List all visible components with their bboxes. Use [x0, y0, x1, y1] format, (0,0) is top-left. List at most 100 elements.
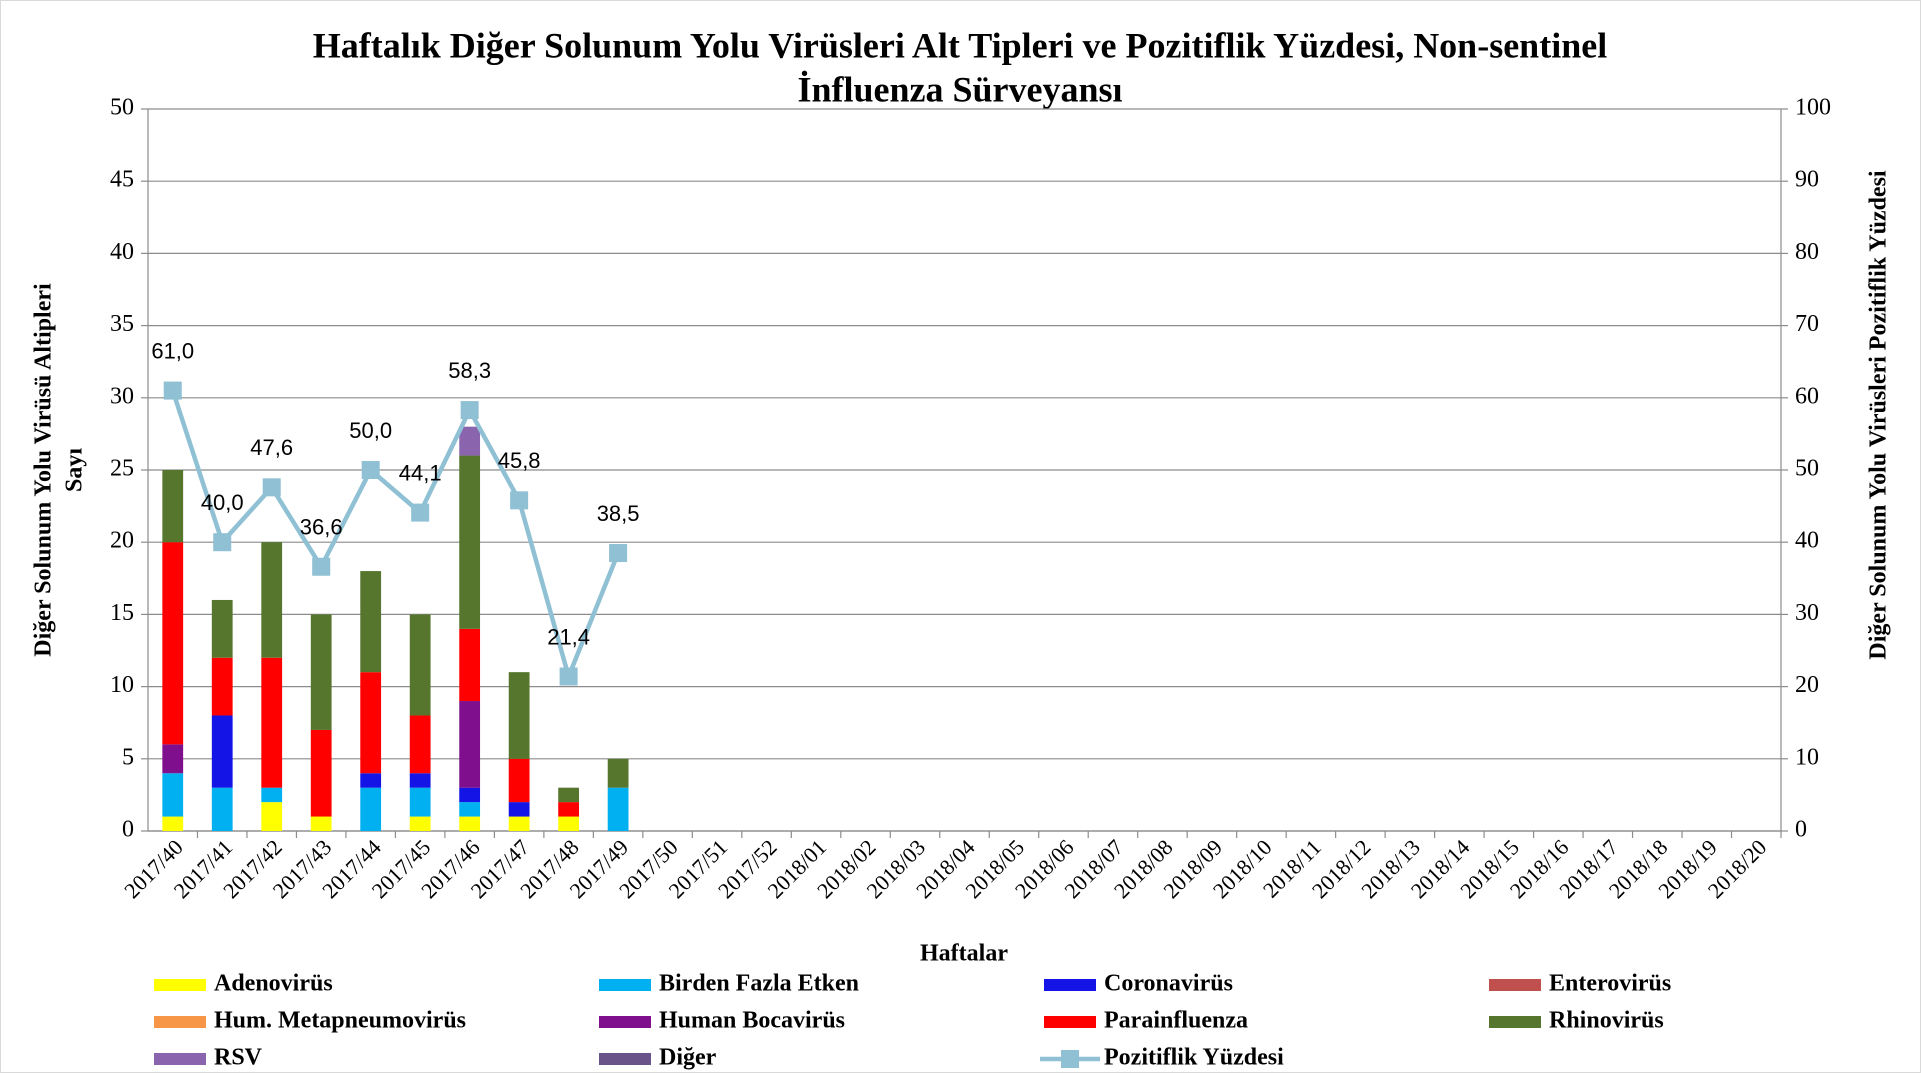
y-tick-label: 5 [122, 744, 134, 770]
legend-label: Hum. Metapneumovirüs [214, 1008, 466, 1034]
y-tick-label: 50 [110, 95, 134, 121]
legend-label: Human Bocavirüs [659, 1008, 845, 1034]
y2-tick-label: 80 [1795, 239, 1819, 265]
data-label: 44,1 [399, 460, 442, 485]
legend-label: Enterovirüs [1549, 971, 1671, 997]
data-label: 38,5 [597, 501, 640, 526]
line-marker [460, 401, 479, 420]
legend-swatch [154, 979, 206, 991]
line-marker [411, 503, 430, 522]
line-marker [312, 557, 331, 576]
y2-tick-label: 100 [1795, 95, 1831, 121]
bar-segment [607, 787, 629, 831]
y2-axis-label: Diğer Solunum Yolu Virüsleri Pozitiflik … [1866, 170, 1892, 659]
y-tick-label: 25 [110, 456, 134, 482]
line [170, 389, 621, 684]
y2-tick-label: 30 [1795, 600, 1819, 626]
bar-segment [162, 470, 184, 543]
legend-swatch [599, 1053, 651, 1065]
legend-swatch [599, 1016, 651, 1028]
bar-segment [360, 571, 382, 673]
bar-segment [211, 715, 233, 788]
bar-segment [211, 599, 233, 658]
legend-label: Coronavirüs [1104, 971, 1233, 997]
line-marker [609, 544, 628, 563]
bar-segment [310, 729, 332, 817]
legend-swatch [1061, 1050, 1079, 1068]
legend-label: RSV [214, 1045, 263, 1071]
y2-tick-label: 70 [1795, 311, 1819, 337]
bar-segment [162, 744, 184, 774]
y-tick-label: 10 [110, 672, 134, 698]
data-label: 58,3 [448, 358, 491, 383]
bar-segment [211, 657, 233, 716]
y2-tick-label: 60 [1795, 383, 1819, 409]
y-axis-label: Sayı [62, 448, 88, 492]
bar-segment [162, 773, 184, 817]
y2-tick-label: 0 [1795, 817, 1807, 843]
bar-segment [558, 802, 580, 817]
data-label: 40,0 [201, 490, 244, 515]
legend-swatch [154, 1016, 206, 1028]
bar-segment [508, 802, 530, 817]
y-tick-label: 40 [110, 239, 134, 265]
bar-segment [261, 542, 283, 658]
y-tick-label: 35 [110, 311, 134, 337]
y-tick-label: 15 [110, 600, 134, 626]
y-tick-label: 20 [110, 528, 134, 554]
bar-segment [459, 816, 481, 831]
bar-segment [261, 802, 283, 831]
bar-segment [459, 455, 481, 629]
legend-label: Parainfluenza [1104, 1008, 1248, 1034]
legend-swatch [599, 979, 651, 991]
chart-title: İnfluenza Sürveyansı [797, 69, 1122, 109]
y-tick-label: 30 [110, 383, 134, 409]
y-tick-label: 45 [110, 167, 134, 193]
bar-segment [459, 802, 481, 817]
data-label: 36,6 [300, 515, 343, 540]
bar-segment [360, 672, 382, 774]
legend-swatch [1044, 1016, 1096, 1028]
legend-swatch [1489, 979, 1541, 991]
bar-segment [508, 758, 530, 803]
bar-segment [162, 816, 184, 831]
legend-label: Pozitiflik Yüzdesi [1104, 1045, 1284, 1071]
legend-swatch [1489, 1016, 1541, 1028]
legend-swatch [154, 1053, 206, 1065]
bar-segment [459, 787, 481, 803]
line-marker [510, 491, 529, 510]
bar-segment [261, 787, 283, 803]
bar-segment [459, 701, 481, 788]
data-label: 45,8 [498, 448, 541, 473]
bar-segment [409, 773, 431, 788]
bar-segment [607, 758, 629, 788]
y2-tick-label: 90 [1795, 167, 1819, 193]
y-tick-label: 0 [122, 817, 134, 843]
y2-tick-label: 50 [1795, 456, 1819, 482]
legend-label: Rhinovirüs [1549, 1008, 1664, 1034]
y2-tick-label: 10 [1795, 744, 1819, 770]
bar-segment [360, 787, 382, 831]
bar-segment [162, 542, 184, 745]
line-marker [559, 667, 578, 686]
line-marker [163, 381, 182, 400]
line-marker [262, 478, 281, 497]
y2-tick-label: 20 [1795, 672, 1819, 698]
bar-segment [211, 787, 233, 831]
bar-segment [459, 628, 481, 702]
bar-segment [310, 614, 332, 730]
bar-segment [459, 426, 481, 456]
bar-segment [558, 816, 580, 831]
legend-label: Birden Fazla Etken [659, 971, 859, 997]
bar-segment [310, 816, 332, 831]
line-marker [361, 461, 380, 479]
data-label: 61,0 [151, 338, 194, 363]
data-label: 47,6 [250, 435, 293, 460]
bar-segment [409, 816, 431, 831]
bar-segment [508, 672, 530, 759]
data-label: 50,0 [349, 418, 392, 443]
data-label: 21,4 [547, 624, 590, 649]
bar-segment [360, 773, 382, 788]
